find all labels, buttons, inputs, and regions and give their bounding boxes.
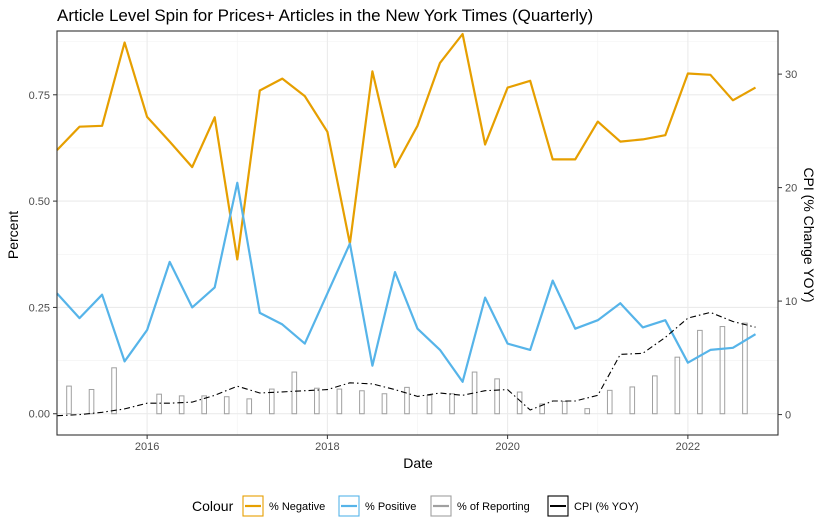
x-axis-title: Date bbox=[403, 455, 433, 471]
reporting-bar bbox=[111, 367, 117, 415]
reporting-bar bbox=[606, 389, 613, 415]
x-tick-label: 2022 bbox=[676, 441, 700, 453]
reporting-bar bbox=[697, 329, 703, 415]
y2-tick-label: 30 bbox=[785, 69, 797, 81]
y-tick-label: 0.75 bbox=[29, 90, 50, 102]
y-tick-label: 0.25 bbox=[29, 302, 50, 314]
reporting-bar bbox=[652, 375, 658, 415]
reporting-bar bbox=[336, 388, 343, 415]
reporting-bar bbox=[426, 394, 433, 415]
reporting-bar bbox=[404, 386, 410, 415]
y2-tick-label: 0 bbox=[785, 410, 791, 422]
reporting-bar bbox=[178, 395, 185, 415]
x-tick-label: 2016 bbox=[135, 441, 159, 453]
reporting-bar bbox=[742, 322, 748, 415]
x-tick-label: 2018 bbox=[315, 441, 339, 453]
legend-label: % Positive bbox=[365, 501, 416, 513]
reporting-bar bbox=[674, 356, 681, 415]
legend-title: Colour bbox=[192, 498, 234, 514]
reporting-bar bbox=[449, 393, 455, 415]
legend: Colour % Negative % Positive % of Reporting… bbox=[192, 495, 639, 517]
y-tick-label: 0.00 bbox=[29, 409, 50, 421]
reporting-bar bbox=[629, 386, 636, 415]
reporting-bar bbox=[291, 371, 298, 415]
reporting-bar bbox=[584, 408, 591, 415]
series-line-positive bbox=[56, 181, 757, 383]
reporting-bar bbox=[268, 388, 275, 415]
reporting-bar bbox=[516, 391, 523, 415]
reporting-bar bbox=[246, 398, 253, 415]
reporting-bar bbox=[719, 326, 726, 415]
reporting-bar bbox=[539, 403, 545, 415]
reporting-bar bbox=[314, 387, 320, 415]
x-tick-label: 2020 bbox=[495, 441, 519, 453]
cpi-line bbox=[56, 311, 756, 417]
reporting-bar bbox=[494, 378, 500, 415]
reporting-bar bbox=[66, 385, 72, 415]
chart-title: Article Level Spin for Prices+ Articles … bbox=[57, 6, 593, 25]
series-line-negative bbox=[56, 32, 757, 261]
legend-label: % of Reporting bbox=[457, 501, 530, 513]
y2-tick-label: 10 bbox=[785, 296, 797, 308]
reporting-bar bbox=[381, 393, 388, 415]
panel-border bbox=[56, 30, 779, 436]
reporting-bar bbox=[359, 390, 365, 415]
y2-tick-label: 20 bbox=[785, 183, 797, 195]
reporting-bar bbox=[156, 393, 162, 415]
plot-layer: 2016 2018 2020 2022 0.00 0.25 0.50 0.75 0 10 20 30 bbox=[29, 30, 797, 453]
legend-label: CPI (% YOY) bbox=[574, 501, 639, 513]
reporting-bar bbox=[561, 400, 568, 415]
y2-axis-title: CPI (% Change YOY) bbox=[801, 167, 817, 302]
legend-label: % Negative bbox=[269, 501, 325, 513]
y-tick-label: 0.50 bbox=[29, 196, 50, 208]
reporting-bar bbox=[201, 395, 207, 415]
reporting-bar bbox=[223, 396, 230, 415]
y-axis-title: Percent bbox=[5, 211, 21, 259]
reporting-bar bbox=[88, 388, 95, 415]
